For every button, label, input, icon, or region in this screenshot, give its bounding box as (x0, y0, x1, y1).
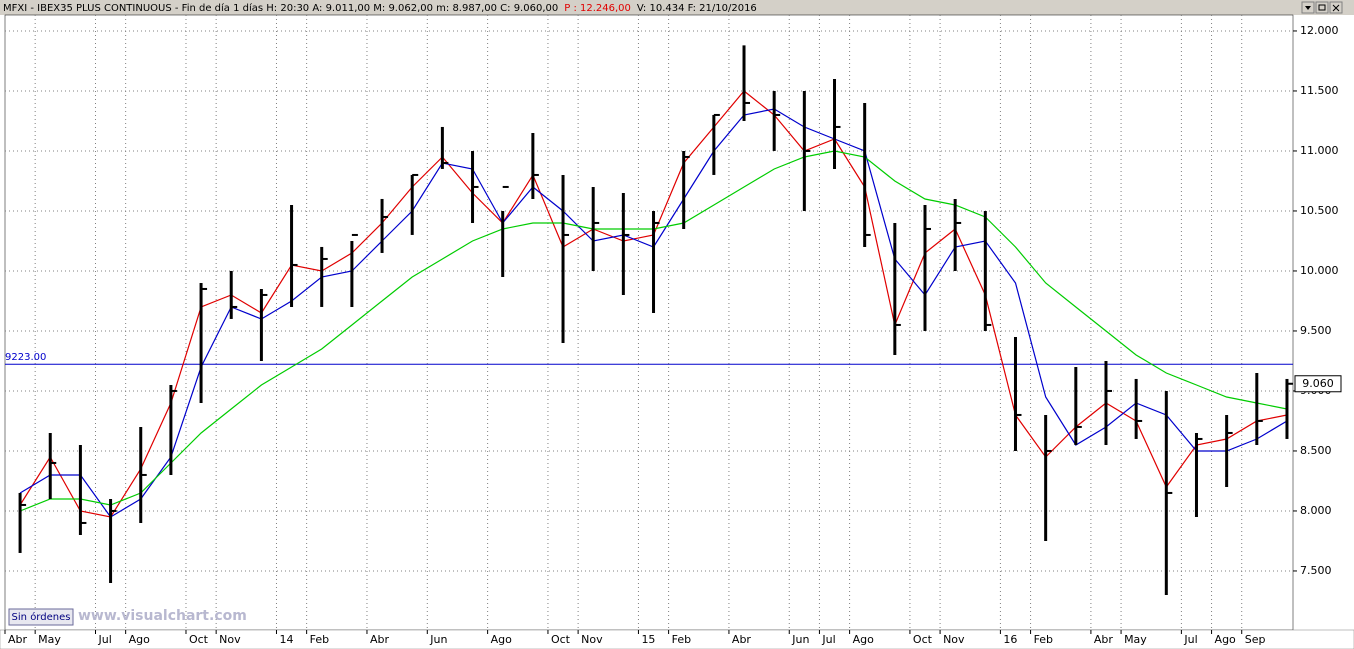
orders-button[interactable] (8, 608, 74, 626)
x-tick-label: Ago (853, 633, 875, 646)
x-tick-label: Ago (129, 633, 151, 646)
x-tick-label: Oct (551, 633, 571, 646)
x-tick-label: Nov (581, 633, 603, 646)
x-tick-label: Jun (791, 633, 809, 646)
header-highlight: P : 12.246,00 (564, 3, 631, 14)
x-tick-label: Oct (913, 633, 933, 646)
plot-area (4, 14, 1294, 631)
header-tail: V: 10.434 F: 21/10/2016 (637, 3, 757, 14)
x-tick-label: Jul (1183, 633, 1197, 646)
x-tick-label: Sep (1245, 633, 1266, 646)
x-tick-label: May (38, 633, 61, 646)
minimize-icon (1305, 6, 1311, 10)
close-icon (1332, 4, 1340, 12)
x-tick-label: May (1124, 633, 1147, 646)
x-tick-label: Abr (732, 633, 752, 646)
y-tick-label: 11.000 (1300, 144, 1339, 157)
x-tick-label: 15 (641, 633, 655, 646)
x-tick-label: Ago (491, 633, 513, 646)
y-tick-label: 7.500 (1300, 564, 1332, 577)
header-main: MFXI - IBEX35 PLUS CONTINUOUS - Fin de d… (3, 2, 558, 14)
header-bar (0, 0, 1354, 15)
maximize-icon (1318, 4, 1326, 11)
x-axis-band (0, 629, 1354, 649)
watermark: www.visualchart.com (78, 608, 247, 624)
last-price-label: 9.060 (1302, 377, 1334, 390)
y-tick-label: 10.000 (1300, 264, 1339, 277)
x-tick-label: Feb (1034, 633, 1053, 646)
x-tick-label: Abr (8, 633, 28, 646)
maximize-button[interactable] (1315, 1, 1329, 14)
header-text: MFXI - IBEX35 PLUS CONTINUOUS - Fin de d… (3, 2, 757, 14)
y-tick-label: 9.500 (1300, 324, 1332, 337)
y-tick-label: 12.000 (1300, 24, 1339, 37)
x-tick-label: Feb (672, 633, 691, 646)
window-buttons (1301, 1, 1343, 14)
x-tick-label: Ago (1215, 633, 1237, 646)
last-price-box (1294, 375, 1342, 393)
y-tick-label: 8.500 (1300, 444, 1332, 457)
orders-button-label: Sin órdenes (12, 611, 71, 623)
x-tick-label: Nov (219, 633, 241, 646)
x-tick-label: Abr (1094, 633, 1114, 646)
x-tick-label: 16 (1003, 633, 1017, 646)
y-tick-label: 8.000 (1300, 504, 1332, 517)
x-tick-label: 14 (279, 633, 293, 646)
x-tick-label: Nov (943, 633, 965, 646)
x-tick-label: Jun (429, 633, 447, 646)
x-tick-label: Oct (189, 633, 209, 646)
x-tick-label: Jul (821, 633, 835, 646)
x-tick-label: Jul (97, 633, 111, 646)
y-tick-label: 10.500 (1300, 204, 1339, 217)
x-tick-label: Abr (370, 633, 390, 646)
level-label: 9223.00 (5, 352, 46, 363)
x-tick-label: Feb (310, 633, 329, 646)
y-tick-label: 11.500 (1300, 84, 1339, 97)
